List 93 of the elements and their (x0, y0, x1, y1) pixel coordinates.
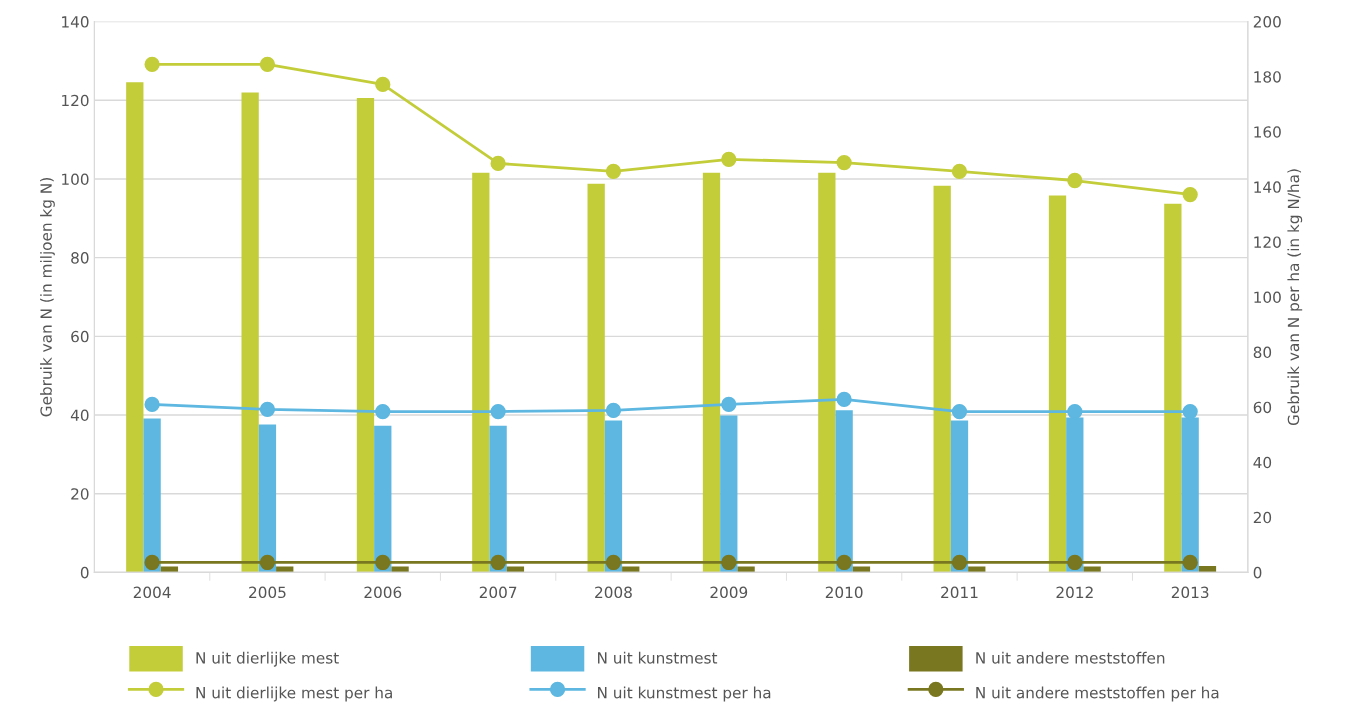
point (1067, 403, 1083, 420)
x-tick-label: 2006 (364, 586, 402, 599)
bar (258, 424, 277, 573)
bar (276, 566, 294, 573)
bar (835, 410, 853, 573)
x-tick-label: 2012 (1056, 586, 1093, 599)
y2-tick-label: 140 (1254, 181, 1281, 193)
y-tick-label: 100 (62, 173, 89, 185)
bar (126, 82, 144, 573)
bar (702, 172, 721, 573)
y2-tick-label: 160 (1254, 126, 1281, 138)
bar (472, 172, 490, 573)
bar (241, 92, 259, 573)
point (1067, 172, 1083, 189)
point (490, 554, 506, 571)
point (605, 402, 622, 419)
y2-tick-label: 40 (1253, 456, 1272, 469)
y-tick-label: 40 (70, 409, 89, 422)
point (836, 554, 852, 571)
point (951, 403, 968, 420)
bar (968, 566, 986, 573)
point (1182, 403, 1198, 420)
legend-label: N uit dierlijke mest (196, 651, 339, 667)
x-tick-label: 2013 (1171, 586, 1209, 599)
point (836, 391, 852, 408)
point (259, 56, 276, 72)
point (721, 151, 737, 167)
y2-tick-label: 60 (1253, 401, 1272, 414)
x-tick-label: 2010 (825, 586, 863, 599)
point (375, 554, 391, 571)
y-tick-label: 80 (71, 252, 89, 264)
y-tick-label: 120 (62, 94, 89, 107)
y2-axis-title: Gebruik van N per ha (in kg N/ha) (1287, 169, 1303, 426)
point (144, 554, 160, 571)
point (721, 554, 737, 571)
y-tick-label: 140 (62, 16, 89, 28)
y2-tick-label: 200 (1253, 16, 1281, 28)
point (721, 396, 737, 413)
bar (720, 415, 738, 573)
point (1182, 554, 1198, 571)
y-tick-label: 60 (71, 330, 89, 343)
y2-tick-label: 180 (1254, 71, 1281, 83)
legend-label: N uit andere meststoffen per ha (976, 686, 1219, 702)
bar (587, 183, 605, 573)
point (1182, 186, 1198, 203)
y2-tick-label: 0 (1253, 566, 1262, 579)
point (490, 403, 506, 420)
y2-tick-label: 100 (1254, 291, 1281, 304)
x-tick-label: 2007 (479, 586, 517, 599)
y-tick-label: 20 (71, 488, 89, 500)
legend-label: N uit andere meststoffen (976, 651, 1165, 664)
point (605, 163, 622, 180)
point (259, 554, 276, 571)
point (375, 403, 391, 420)
y2-tick-label: 20 (1253, 511, 1272, 524)
bar (1048, 195, 1067, 573)
x-tick-label: 2005 (249, 586, 286, 599)
point (951, 163, 968, 180)
x-tick-label: 2009 (710, 586, 748, 599)
point (951, 554, 968, 571)
point (490, 155, 506, 172)
bar (933, 185, 951, 573)
point (144, 56, 160, 72)
point (144, 396, 160, 413)
x-tick-label: 2008 (595, 586, 632, 599)
point (605, 554, 622, 571)
x-tick-label: 2011 (941, 586, 978, 599)
bar (622, 566, 640, 573)
bar (356, 97, 375, 573)
legend-label: N uit dierlijke mest per ha (196, 686, 392, 702)
bar (852, 566, 871, 573)
bar (1198, 566, 1217, 573)
bar (737, 566, 755, 573)
point (1067, 554, 1083, 571)
bar (818, 172, 836, 573)
point (375, 76, 391, 93)
legend-label: N uit kunstmest (598, 651, 718, 664)
bar (506, 566, 525, 573)
bar (160, 566, 179, 573)
x-tick-label: 2004 (133, 586, 171, 599)
y2-tick-label: 120 (1254, 236, 1281, 248)
bar (391, 566, 409, 573)
bar (1083, 566, 1101, 573)
bar (1164, 203, 1182, 573)
y-axis-title: Gebruik van N (in miljoen kg N) (40, 178, 55, 417)
bar (143, 418, 161, 573)
bar (489, 425, 507, 573)
bar (374, 425, 392, 573)
legend-label: N uit kunstmest per ha (598, 686, 771, 702)
y-tick-label: 0 (80, 566, 89, 579)
point (259, 401, 276, 418)
point (836, 154, 852, 171)
y2-tick-label: 80 (1253, 346, 1272, 359)
